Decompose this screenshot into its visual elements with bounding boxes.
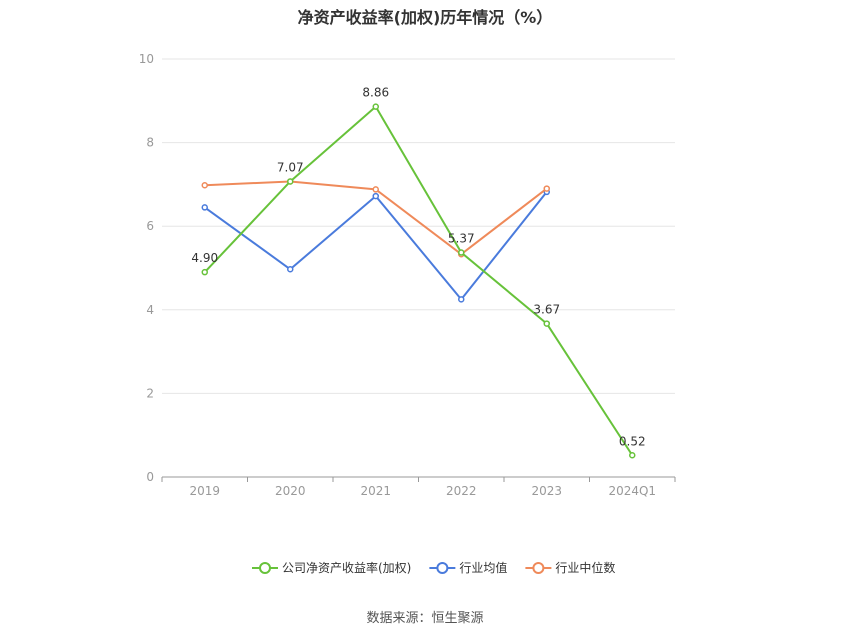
data-point: [458, 296, 465, 303]
chart-title: 净资产收益率(加权)历年情况（%）: [297, 8, 553, 27]
data-point: [543, 320, 550, 327]
x-tick-label: 2020: [275, 484, 306, 498]
data-point: [287, 178, 294, 185]
series-line: [204, 191, 548, 301]
data-point: [201, 204, 208, 211]
y-tick-label: 0: [146, 470, 154, 484]
legend-swatch-marker: [259, 562, 271, 574]
data-point: [201, 181, 208, 189]
data-point: [372, 103, 379, 110]
data-label: 8.86: [362, 86, 389, 100]
legend-item: 行业中位数: [525, 560, 615, 575]
legend-swatch-marker: [532, 562, 545, 574]
data-label: 4.90: [191, 251, 218, 265]
data-point: [372, 192, 379, 200]
data-point: [458, 249, 465, 256]
data-label: 0.52: [619, 434, 646, 448]
x-tick-label: 2021: [360, 484, 391, 498]
legend: 公司净资产收益率(加权) 行业均值 行业中位数: [252, 560, 615, 575]
y-tick-label: 8: [146, 136, 154, 150]
x-tick-label: 2024Q1: [608, 484, 656, 498]
data-label: 3.67: [533, 303, 560, 317]
data-point: [372, 186, 379, 193]
data-point: [201, 268, 208, 276]
legend-swatch-marker: [436, 562, 449, 574]
data-label: 5.37: [448, 232, 475, 246]
legend-item: 公司净资产收益率(加权): [252, 560, 411, 575]
data-label: 7.07: [277, 160, 304, 174]
data-point: [287, 266, 294, 273]
x-tick-label: 2023: [531, 484, 562, 498]
x-tick-label: 2019: [189, 484, 220, 498]
y-tick-label: 6: [146, 219, 154, 233]
data-source: 数据来源：恒生聚源: [366, 611, 484, 626]
y-tick-label: 2: [146, 386, 154, 400]
legend-item: 行业均值: [429, 560, 507, 575]
x-tick-label: 2022: [446, 484, 477, 498]
legend-label: 行业均值: [459, 560, 507, 575]
data-point: [629, 452, 636, 459]
y-tick-label: 10: [139, 52, 154, 66]
series-line: [204, 105, 634, 456]
y-tick-label: 4: [146, 303, 154, 317]
legend-label: 行业中位数: [555, 560, 615, 575]
legend-label: 公司净资产收益率(加权): [282, 560, 411, 575]
data-point: [543, 185, 550, 192]
